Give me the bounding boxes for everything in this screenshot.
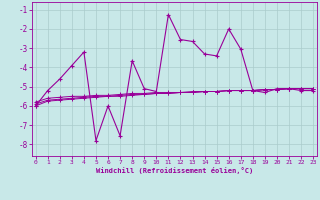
X-axis label: Windchill (Refroidissement éolien,°C): Windchill (Refroidissement éolien,°C) — [96, 167, 253, 174]
